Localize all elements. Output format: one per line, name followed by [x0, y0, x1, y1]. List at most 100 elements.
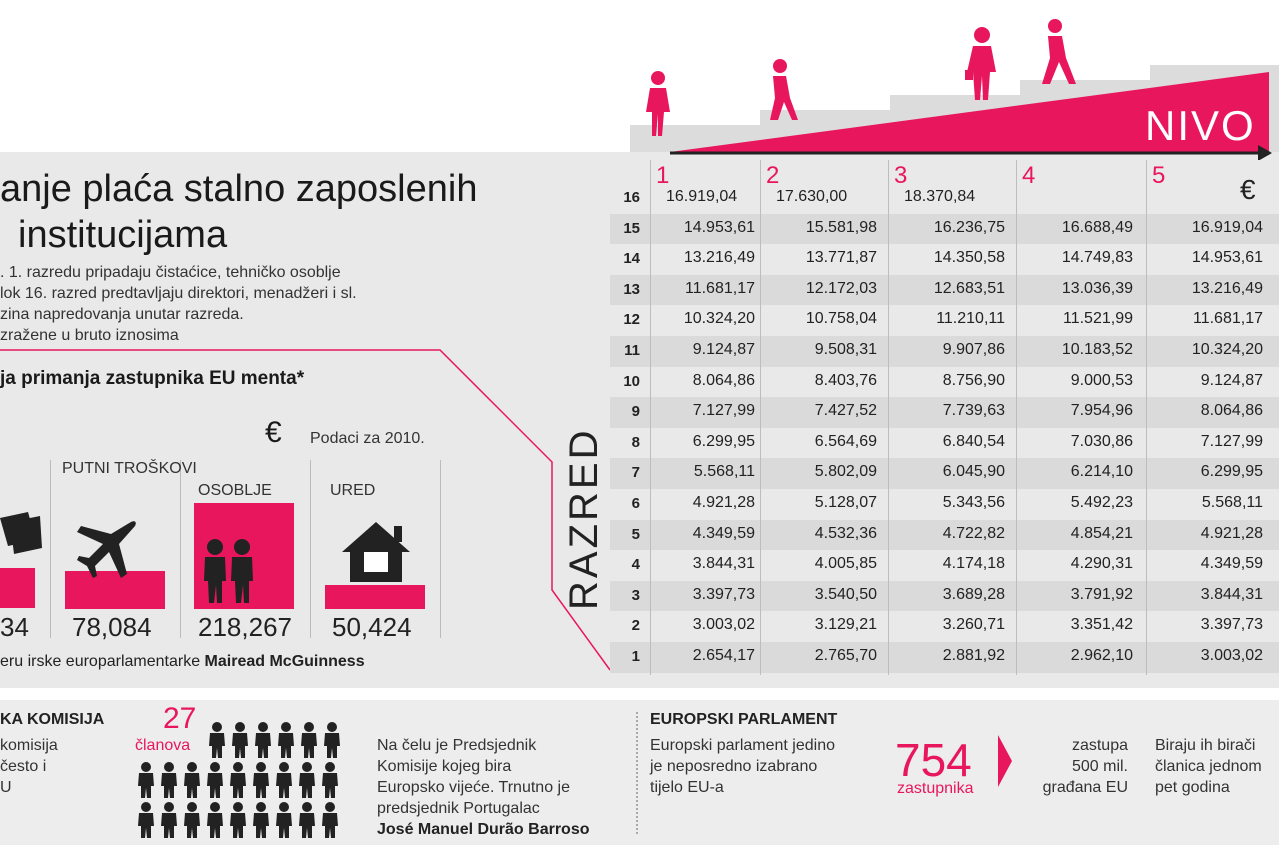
table-cell: 3.540,50: [814, 585, 877, 603]
member-icon: [232, 722, 248, 758]
table-cell: 7.427,52: [814, 402, 877, 420]
bar-divider: [440, 460, 441, 638]
table-cell: 4.854,21: [1070, 524, 1133, 542]
table-cell: 15.581,98: [805, 218, 877, 236]
table-cell: 6.214,10: [1070, 463, 1133, 481]
member-icon: [299, 802, 315, 838]
member-icon: [276, 802, 292, 838]
nivo-arrow-icon: [1258, 145, 1272, 160]
table-cell: 10.324,20: [1191, 341, 1263, 358]
table-row-band: [610, 642, 1279, 673]
member-icon: [184, 802, 200, 838]
table-row-number: 16: [623, 189, 640, 206]
table-cell: 8.403,76: [814, 371, 877, 389]
table-cell: 7.739,63: [942, 402, 1005, 420]
table-cell: 4.722,82: [942, 524, 1005, 542]
table-row-number: 2: [631, 617, 640, 635]
table-cell: 10.183,52: [1061, 341, 1133, 358]
table-row-number: 6: [631, 495, 640, 512]
member-icon: [255, 722, 271, 758]
member-icon: [322, 762, 338, 798]
parlament-heading: EUROPSKI PARLAMENT: [650, 711, 838, 728]
connector-outline: [0, 349, 611, 671]
table-row-number: 11: [624, 342, 640, 359]
table-row-band: [610, 336, 1279, 367]
table-cell: 16.919,04: [1191, 218, 1263, 236]
section-divider: [636, 712, 638, 834]
woman-silhouette-icon: [646, 71, 670, 136]
member-icon: [161, 762, 177, 798]
table-cell: 11.210,11: [936, 310, 1005, 328]
description: . 1. razredu pripadaju čistaćice, tehnič…: [0, 264, 357, 344]
table-row-number: 4: [631, 556, 640, 574]
table-cell: 11.681,17: [1193, 310, 1263, 328]
table-cell: 9.000,53: [1070, 371, 1133, 389]
page-title: anje plaća stalno zaposlenih institucijam…: [0, 168, 478, 256]
member-icon: [138, 762, 154, 798]
table-cell: 4.349,59: [1200, 555, 1263, 573]
table-row-number: 1: [631, 648, 640, 665]
table-cell: 7.954,96: [1070, 402, 1133, 420]
member-icon: [230, 802, 246, 838]
table-cell: 9.508,31: [814, 341, 877, 358]
table-cell: 8.064,86: [692, 371, 755, 389]
table-cell: 10.758,04: [805, 310, 877, 328]
table-row-band: [610, 458, 1279, 489]
table-cell: 2.962,10: [1070, 647, 1133, 664]
table-cell: 16.236,75: [933, 218, 1005, 236]
table-cell: 12.172,03: [805, 279, 877, 297]
member-icon: [230, 762, 246, 798]
table-cell: 6.045,90: [942, 463, 1005, 481]
bar-chart-unit: €: [265, 416, 282, 449]
table-column-divider: [1146, 160, 1147, 675]
table-row-number: 9: [631, 403, 640, 421]
table-cell: 14.953,61: [1191, 249, 1263, 267]
bar-label-ured: URED: [330, 482, 376, 499]
table-cell: 8.756,90: [942, 371, 1005, 389]
member-icon: [161, 802, 177, 838]
chevron-right-icon: [998, 735, 1012, 787]
bar-value-putni: 78,084: [72, 612, 152, 642]
table-row-number: 15: [623, 219, 640, 237]
bar-value-ured: 50,424: [332, 612, 412, 642]
bar-chart-note: Podaci za 2010.: [310, 430, 425, 447]
bar-ured: [325, 585, 425, 609]
table-cell: 3.003,02: [1200, 647, 1263, 664]
table-cell: 3.351,42: [1070, 616, 1133, 634]
nivo-wedge: [670, 72, 1269, 152]
table-cell: 13.216,49: [1191, 279, 1263, 297]
table-row-number: 14: [623, 250, 640, 268]
table-cell: 4.921,28: [692, 494, 755, 511]
table-cell: 5.568,11: [1201, 494, 1263, 511]
table-cell: 6.299,95: [692, 432, 755, 450]
table-cell: 9.907,86: [942, 341, 1005, 358]
businessman-silhouette-icon: [965, 27, 996, 100]
bar-putni-troskovi: [65, 571, 165, 609]
member-icon: [299, 762, 315, 798]
table-row-number: 5: [631, 525, 640, 543]
table-cell: 5.128,07: [814, 494, 877, 511]
table-cell: 4.290,31: [1070, 555, 1133, 573]
table-cell: 3.397,73: [692, 585, 755, 603]
table-cell: 18.370,84: [904, 188, 976, 205]
parlament-represents: zastupa 500 mil. građana EU: [1042, 737, 1128, 796]
house-icon: [342, 522, 410, 582]
table-row-number: 7: [631, 464, 640, 482]
table-cell: 11.521,99: [1063, 310, 1133, 328]
table-cell: 7.127,99: [692, 402, 755, 420]
money-icon: [0, 512, 42, 554]
komisija-heading: KA KOMISIJA: [0, 711, 105, 728]
table-cell: 12.683,51: [933, 279, 1005, 297]
walker-silhouette-icon: [770, 59, 798, 120]
razred-label: RAZRED: [562, 427, 606, 610]
table-cell: 3.844,31: [1200, 585, 1263, 603]
runner-silhouette-icon: [1042, 19, 1076, 84]
table-column-header: 1: [656, 162, 670, 189]
table-cell: 13.036,39: [1061, 279, 1133, 297]
nivo-label: NIVO: [1145, 102, 1256, 149]
member-icon: [207, 802, 223, 838]
bar-value-osoblje: 218,267: [198, 612, 292, 642]
bar-label-osoblje: OSOBLJE: [198, 482, 272, 499]
member-icon: [253, 802, 269, 838]
table-cell: 4.005,85: [814, 555, 877, 573]
